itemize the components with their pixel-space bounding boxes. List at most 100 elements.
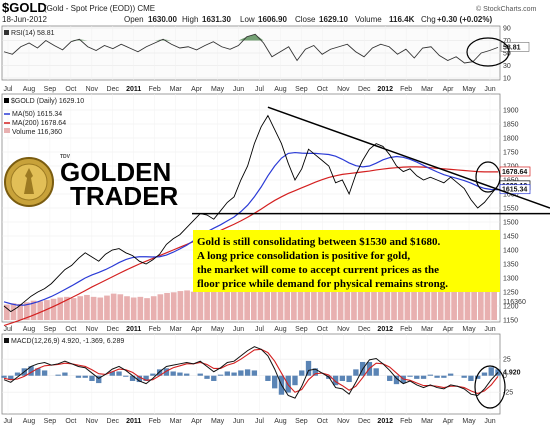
chart-symbol: $GOLD: [2, 0, 47, 15]
chg-value: +0.30 (+0.02%): [437, 15, 492, 24]
rsi-legend-marker: [4, 30, 9, 35]
volume-bar: [264, 275, 271, 320]
volume-bar: [424, 284, 431, 320]
macd-histogram-bar: [299, 370, 305, 376]
volume-bar: [284, 281, 291, 320]
price-x-label: 2011: [126, 326, 141, 333]
high-value: 1631.30: [202, 15, 231, 24]
volume-bar: [144, 298, 150, 320]
macd-histogram-bar: [373, 368, 379, 376]
price-highlight-circle: [475, 161, 501, 193]
volume-bar: [197, 289, 204, 320]
volume-bar: [104, 295, 110, 320]
macd-x-label: Feb: [149, 418, 161, 425]
macd-histogram-bar: [251, 370, 258, 376]
volume-bar: [230, 286, 237, 320]
volume-bar: [10, 303, 17, 320]
macd-histogram-bar: [407, 375, 413, 377]
rsi-x-label: Apr: [443, 86, 455, 93]
macd-plot: 4.920: [1, 346, 521, 399]
rsi-x-label: Apr: [191, 86, 203, 93]
rsi-value-tag: [500, 42, 530, 52]
macd-x-label: Aug: [274, 418, 287, 425]
price-tick-label: 1400: [503, 248, 519, 255]
macd-histogram-bar: [414, 375, 420, 379]
macd-x-label: Jun: [233, 418, 244, 425]
rsi-tick-label: 70: [503, 38, 511, 45]
ma200-line: [3, 166, 498, 327]
volume-bar: [90, 296, 97, 320]
rsi-x-label: Jul: [4, 86, 13, 93]
price-x-label: Aug: [274, 326, 287, 333]
price-x-label: Feb: [400, 326, 412, 333]
volume-bar: [97, 297, 104, 320]
macd-x-label: Nov: [86, 418, 99, 425]
volume-plot: 116360: [4, 275, 526, 320]
macd-x-label: Feb: [400, 418, 412, 425]
macd-histogram-bar: [231, 372, 237, 376]
rsi-x-label: Nov: [337, 86, 350, 93]
price-x-label: Jun: [233, 326, 244, 333]
price-x-label: Mar: [421, 326, 434, 333]
macd-histogram-bar: [96, 375, 102, 384]
macd-legend-marker: [4, 338, 9, 343]
volume-bar: [64, 296, 70, 320]
macd-x-label: Aug: [23, 418, 36, 425]
price-tick-label: 1900: [503, 108, 519, 115]
price-x-label: Aug: [23, 326, 36, 333]
volume-value: 116.4K: [389, 15, 415, 24]
price-x-label: Nov: [86, 326, 99, 333]
macd-histogram-bar: [420, 375, 427, 379]
rsi-legend: RSI(14) 58.81: [11, 30, 55, 37]
chg-label: Chg: [421, 15, 436, 24]
macd-histogram-bar: [238, 370, 244, 376]
macd-histogram-bar: [393, 375, 400, 385]
rsi-x-label: Feb: [400, 86, 412, 93]
open-value: 1630.00: [148, 15, 177, 24]
price-tag-label: 1678.64: [502, 169, 527, 176]
price-legend-marker: [4, 98, 9, 103]
macd-tick-label: 0: [503, 373, 507, 380]
volume-bar: [404, 282, 411, 320]
macd-histogram-bar: [156, 369, 163, 376]
volume-bar: [164, 293, 170, 320]
rsi-x-label: Jul: [255, 86, 264, 93]
macd-x-label: May: [462, 418, 476, 425]
volume-bar: [291, 284, 297, 320]
macd-histogram-bar: [8, 375, 14, 380]
volume-bar: [371, 277, 377, 320]
price-tick-label: 1150: [503, 318, 518, 325]
macd-histogram-bar: [1, 375, 7, 378]
macd-histogram-bar: [427, 374, 433, 376]
macd-histogram-bar: [75, 375, 82, 378]
rsi-x-label: Jun: [233, 86, 244, 93]
volume-bar: [37, 301, 44, 320]
macd-histogram-bar: [217, 374, 224, 376]
price-x-label: May: [462, 326, 476, 333]
macd-x-label: Jul: [4, 418, 13, 425]
rsi-x-label: Mar: [170, 86, 183, 93]
volume-bar: [4, 304, 10, 320]
price-x-label: Dec: [107, 326, 120, 333]
macd-histogram-bar: [305, 360, 312, 376]
macd-histogram-bar: [292, 375, 298, 386]
macd-histogram-bar: [272, 375, 278, 389]
rsi-plot: 58.81: [3, 33, 530, 64]
rsi-overbought-fill: [4, 34, 498, 41]
rsi-line: [3, 33, 499, 64]
macd-histogram-bar: [55, 374, 61, 376]
macd-x-label: 2011: [126, 418, 141, 425]
volume-bar: [417, 285, 424, 320]
macd-histogram-bar: [434, 375, 440, 378]
price-x-label: Jun: [484, 326, 495, 333]
rsi-tick-label: 10: [503, 76, 511, 83]
macd-x-label: Mar: [421, 418, 434, 425]
macd-histogram-bar: [177, 372, 183, 376]
volume-bar: [50, 298, 57, 320]
volume-bar: [297, 282, 304, 320]
ma50-line: [3, 151, 499, 306]
volume-bar: [351, 282, 357, 320]
ma50-legend: MA(50) 1615.34: [12, 111, 62, 118]
macd-histogram-bar: [387, 375, 393, 381]
rsi-x-label: Sep: [44, 86, 57, 93]
